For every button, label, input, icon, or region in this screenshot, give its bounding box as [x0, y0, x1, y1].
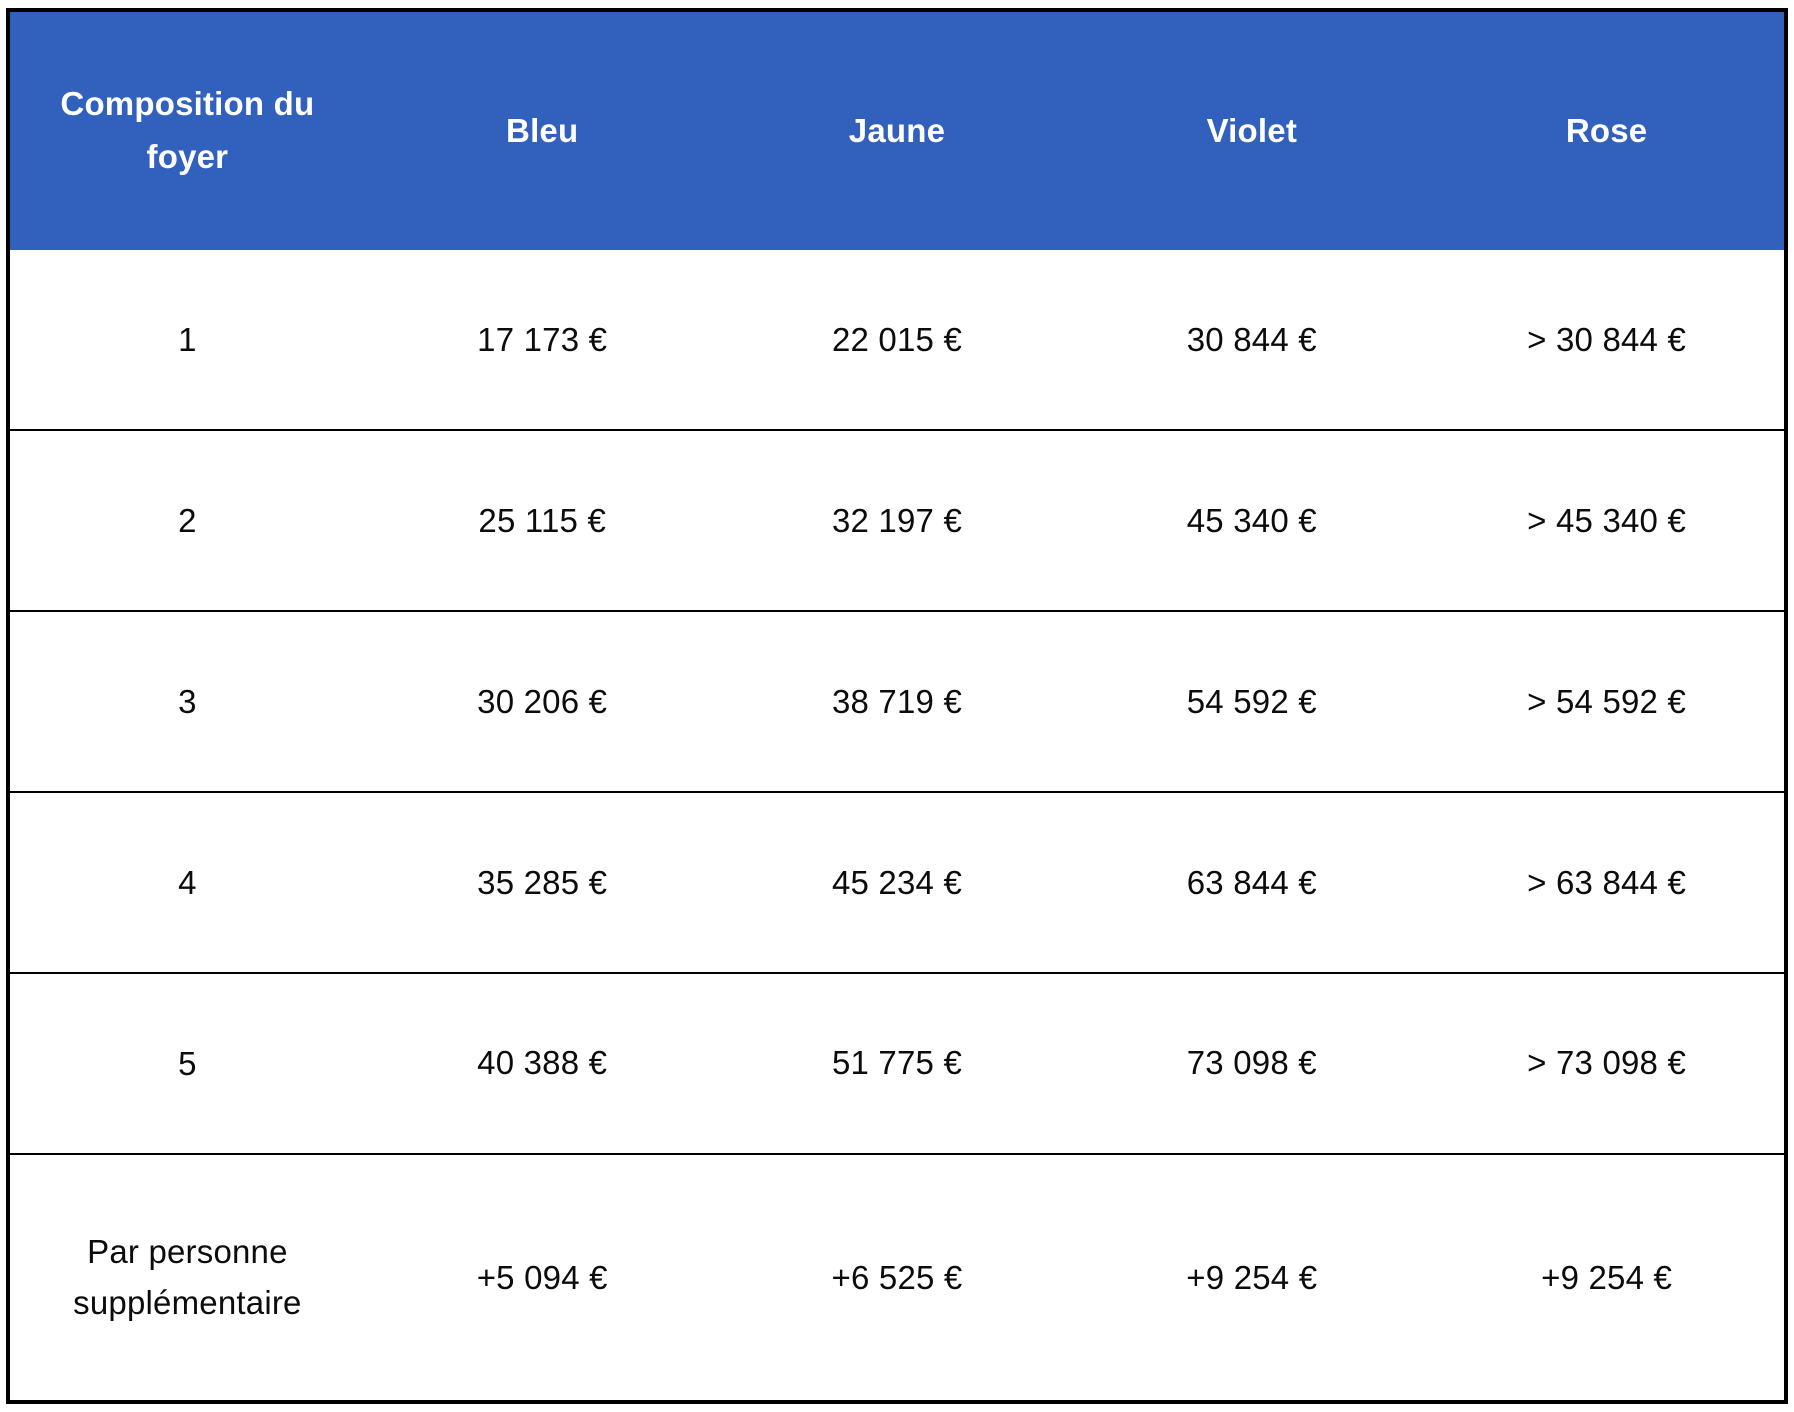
- cell-bleu: 17 173 €: [477, 320, 608, 358]
- cell-jaune: 22 015 €: [831, 320, 963, 358]
- row-label: 4: [178, 863, 197, 901]
- table-header-row: Composition du foyer Bleu Jaune Violet R…: [10, 12, 1784, 250]
- cell-bleu: 30 206 €: [477, 682, 608, 720]
- table-row-per-additional-person: Par personne supplémentaire +5 094 € +6 …: [10, 1152, 1784, 1400]
- cell-jaune: 38 719 €: [831, 682, 963, 720]
- table-row: 1 17 173 € 22 015 € 30 844 € > 30 844 €: [10, 250, 1784, 429]
- cell-rose: > 30 844 €: [1527, 320, 1687, 358]
- cell-rose: > 54 592 €: [1527, 682, 1687, 720]
- cell-bleu: 35 285 €: [477, 863, 608, 901]
- cell-jaune: 51 775 €: [831, 1044, 963, 1082]
- cell-bleu: 40 388 €: [477, 1044, 608, 1082]
- header-cell-violet: Violet: [1206, 112, 1298, 150]
- cell-violet: +9 254 €: [1186, 1258, 1318, 1296]
- row-label: Par personne supplémentaire: [73, 1233, 302, 1322]
- table-row: 3 30 206 € 38 719 € 54 592 € > 54 592 €: [10, 609, 1784, 791]
- cell-violet: 63 844 €: [1186, 863, 1317, 901]
- header-cell-jaune: Jaune: [848, 112, 946, 150]
- row-label: 5: [178, 1044, 197, 1082]
- cell-rose: > 63 844 €: [1527, 863, 1687, 901]
- table-row: 2 25 115 € 32 197 € 45 340 € > 45 340 €: [10, 428, 1784, 610]
- row-label: 1: [178, 320, 197, 358]
- cell-jaune: 32 197 €: [831, 501, 963, 539]
- cell-rose: > 45 340 €: [1527, 501, 1687, 539]
- cell-violet: 45 340 €: [1186, 501, 1317, 539]
- income-table: Composition du foyer Bleu Jaune Violet R…: [6, 8, 1788, 1404]
- cell-bleu: 25 115 €: [478, 501, 606, 539]
- header-cell-bleu: Bleu: [506, 112, 579, 150]
- row-label: 3: [178, 682, 197, 720]
- cell-rose: +9 254 €: [1541, 1258, 1673, 1296]
- table-row: 4 35 285 € 45 234 € 63 844 € > 63 844 €: [10, 790, 1784, 972]
- cell-violet: 73 098 €: [1186, 1044, 1317, 1082]
- header-cell-composition: Composition du foyer: [60, 85, 315, 175]
- cell-bleu: +5 094 €: [476, 1258, 608, 1296]
- cell-violet: 30 844 €: [1186, 320, 1317, 358]
- header-cell-rose: Rose: [1565, 112, 1648, 150]
- cell-rose: > 73 098 €: [1527, 1044, 1687, 1082]
- row-label: 2: [178, 501, 197, 539]
- cell-violet: 54 592 €: [1186, 682, 1317, 720]
- table-row: 5 40 388 € 51 775 € 73 098 € > 73 098 €: [10, 971, 1784, 1153]
- cell-jaune: +6 525 €: [831, 1258, 963, 1296]
- cell-jaune: 45 234 €: [831, 863, 963, 901]
